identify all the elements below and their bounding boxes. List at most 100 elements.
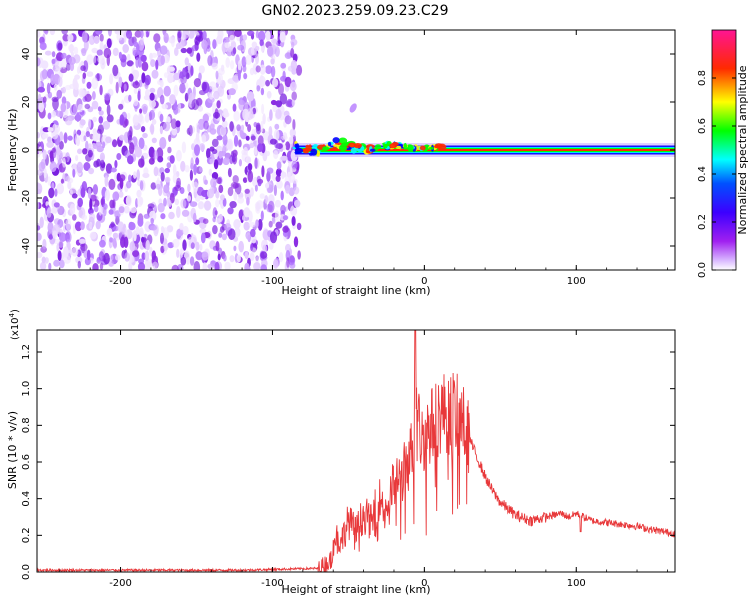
noise-speckle (103, 207, 107, 217)
noise-speckle (268, 242, 274, 250)
noise-speckle (217, 68, 225, 76)
noise-speckle (112, 47, 119, 57)
noise-speckle (227, 228, 236, 240)
signal-onset-blob (419, 145, 426, 151)
noise-speckle (87, 187, 92, 199)
noise-speckle (76, 66, 81, 74)
noise-speckle (279, 93, 288, 105)
spectrogram-xtick-label: 0 (421, 276, 427, 287)
noise-speckle (273, 150, 279, 160)
noise-speckle (291, 99, 296, 107)
noise-speckle (73, 81, 79, 91)
noise-speckle (89, 231, 97, 240)
noise-speckle (194, 144, 200, 156)
noise-speckle (106, 114, 114, 123)
noise-speckle (37, 86, 45, 93)
snr-series-line (37, 330, 675, 572)
noise-speckle (149, 225, 158, 231)
noise-speckle (50, 73, 55, 86)
noise-speckle (62, 86, 66, 94)
noise-speckle (199, 243, 203, 251)
snr-ylabel: SNR (10 * v/v) (6, 411, 19, 489)
noise-speckle (222, 197, 227, 207)
noise-speckle (168, 134, 172, 142)
noise-speckle (201, 39, 208, 50)
noise-speckle (124, 252, 130, 262)
noise-speckle (290, 205, 298, 217)
noise-speckle (269, 138, 277, 145)
noise-speckle (87, 149, 93, 158)
noise-speckle (157, 79, 163, 85)
noise-speckle (224, 261, 231, 270)
noise-speckle (201, 81, 207, 92)
noise-speckle (133, 171, 137, 179)
spectrogram-xtick-label: -100 (261, 276, 284, 287)
noise-speckle (159, 113, 164, 123)
noise-speckle (133, 99, 139, 107)
noise-speckle (80, 243, 88, 252)
noise-speckle (285, 184, 291, 194)
noise-speckle (44, 257, 49, 264)
noise-speckle (272, 78, 279, 88)
noise-speckle (47, 176, 51, 186)
noise-speckle (77, 103, 84, 113)
noise-speckle (92, 263, 99, 270)
noise-speckle (216, 135, 223, 141)
noise-speckle (262, 244, 268, 254)
spectrogram-ylabel: Frequency (Hz) (6, 109, 19, 192)
snr-xtick-label: 100 (567, 578, 586, 589)
noise-speckle (163, 197, 167, 207)
snr-frame (36, 329, 676, 573)
noise-speckle (227, 207, 234, 215)
noise-speckle (52, 230, 58, 239)
noise-speckle (146, 261, 153, 268)
noise-speckle (184, 57, 189, 66)
noise-speckle (223, 112, 227, 119)
noise-speckle (254, 147, 258, 155)
noise-speckle (98, 251, 105, 262)
noise-speckle (59, 259, 65, 269)
noise-speckle (177, 31, 182, 43)
noise-speckle (175, 149, 182, 162)
noise-speckle (38, 161, 46, 172)
noise-speckle (255, 45, 260, 52)
noise-speckle (193, 78, 201, 88)
noise-speckle (220, 194, 225, 201)
noise-speckle (65, 62, 71, 71)
noise-speckle (289, 262, 296, 269)
noise-speckle (287, 171, 291, 178)
noise-speckle (88, 143, 92, 151)
noise-speckle (69, 104, 77, 116)
noise-speckle (275, 221, 283, 229)
noise-speckle (174, 198, 180, 206)
noise-speckle (163, 121, 171, 132)
noise-speckle (92, 116, 97, 123)
noise-speckle (278, 252, 284, 263)
noise-speckle (98, 205, 103, 216)
noise-speckle (176, 248, 180, 258)
spectrogram-ytick-label: -40 (21, 238, 32, 254)
noise-speckle (48, 262, 52, 270)
noise-speckle (38, 93, 42, 102)
noise-speckle (159, 137, 167, 149)
noise-speckle (54, 188, 58, 197)
noise-speckle (209, 81, 217, 90)
noise-speckle (189, 256, 195, 266)
noise-speckle (139, 108, 143, 114)
noise-speckle (75, 256, 83, 264)
noise-speckle (164, 176, 171, 183)
noise-speckle (135, 226, 140, 236)
noise-speckle (133, 230, 137, 242)
noise-speckle (136, 195, 143, 208)
noise-speckle (103, 47, 112, 59)
colorbar-bar (711, 29, 737, 271)
noise-speckle (159, 94, 165, 105)
noise-speckle (244, 251, 249, 259)
noise-speckle (270, 99, 277, 106)
noise-speckle (284, 115, 292, 125)
noise-speckle (151, 137, 157, 144)
noise-speckle (280, 190, 284, 201)
noise-speckle (150, 182, 157, 190)
noise-speckle (192, 181, 199, 193)
noise-speckle (243, 207, 251, 218)
